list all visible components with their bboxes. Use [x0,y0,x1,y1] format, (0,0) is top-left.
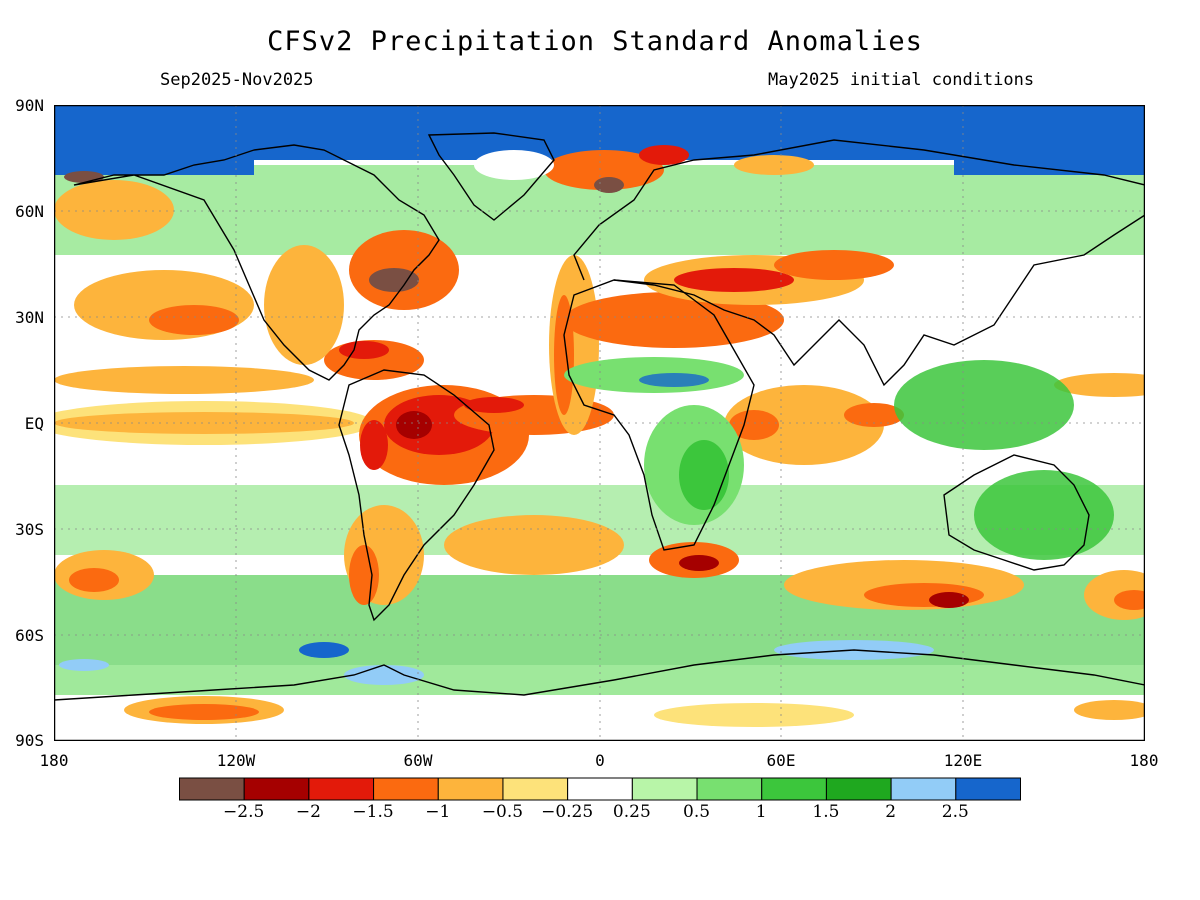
graticule [54,105,1145,741]
legend-swatch [567,777,633,801]
coastlines [54,132,1145,701]
lon-label-60e: 60E [766,751,796,770]
anomaly-map [54,105,1145,741]
lon-label-180w: 180 [39,751,69,770]
legend-label: 2.5 [941,802,969,822]
legend-label: 1.5 [812,802,840,822]
legend-label: −2 [295,802,321,822]
lon-label-120w: 120W [216,751,256,770]
legend-swatch [955,777,1021,801]
lat-label-30s: 30S [15,520,44,539]
lat-label-eq: EQ [24,414,44,433]
legend-swatch [502,777,569,801]
legend-label: −1 [425,802,451,822]
legend-label: −2.5 [223,802,265,822]
legend-label: 0.25 [612,802,651,822]
lat-label-90n: 90N [15,96,44,115]
legend-swatch [696,777,763,801]
lat-label-90s: 90S [15,731,44,750]
legend-label: 1 [755,802,767,822]
lon-label-120e: 120E [943,751,983,770]
forecast-period: Sep2025-Nov2025 [160,70,314,90]
legend-swatch [825,777,892,801]
map-title: CFSv2 Precipitation Standard Anomalies [267,26,923,57]
legend-swatch [631,777,698,801]
lat-label-60s: 60S [15,626,44,645]
legend-swatch [179,777,245,801]
legend-swatch [373,777,439,801]
lon-label-180e: 180 [1129,751,1159,770]
lon-label-0: 0 [595,751,605,770]
lat-label-60n: 60N [15,202,44,221]
legend-swatch [761,777,827,801]
legend-swatch [890,777,957,801]
legend-label: −0.25 [541,802,594,822]
legend-label: 2 [885,802,897,822]
legend-label: −0.5 [481,802,524,822]
legend-swatch [308,777,375,801]
lat-label-30n: 30N [15,308,44,327]
legend-label: −1.5 [352,802,394,822]
initial-conditions: May2025 initial conditions [768,70,1035,90]
lon-label-60w: 60W [403,751,433,770]
legend-swatch [243,777,310,801]
map-frame [54,105,1145,741]
anomaly-fields [54,105,1145,727]
legend-label: 0.5 [683,802,711,822]
color-legend [179,777,1021,801]
legend-swatch [437,777,504,801]
